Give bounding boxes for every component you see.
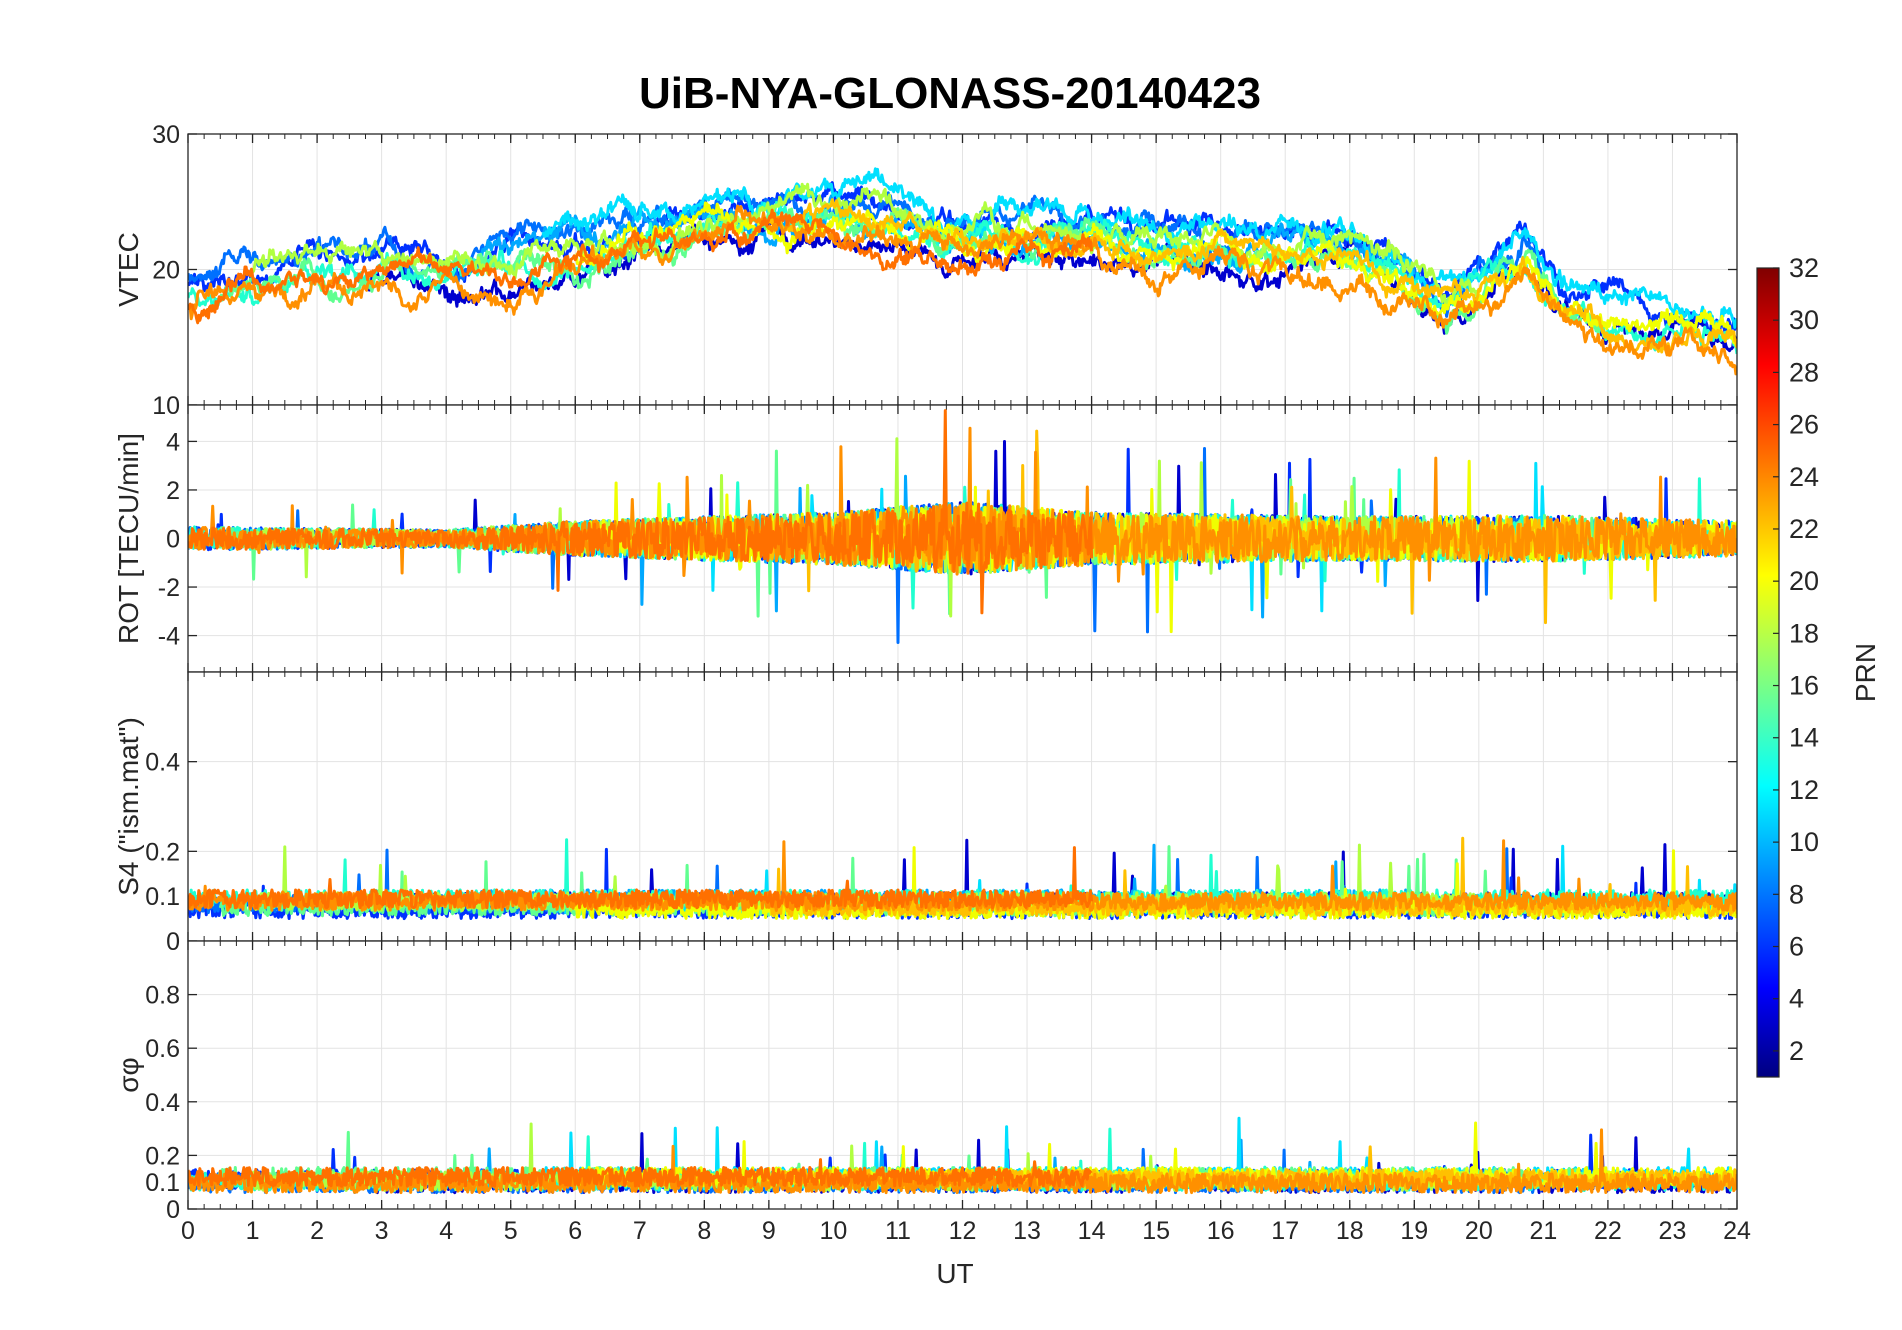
- y-tick-label: 0.8: [145, 982, 180, 1010]
- x-tick-label: 0: [181, 1217, 195, 1245]
- y-tick-label: -4: [158, 623, 180, 651]
- x-tick-label: 15: [1142, 1217, 1170, 1245]
- panel-rot: 4 2 0 -2 -4 ROT [TECU/min]: [113, 404, 1738, 673]
- x-tick-label: 17: [1271, 1217, 1299, 1245]
- y-tick-label: 0.4: [145, 749, 180, 777]
- colorbar-tick-label: 4: [1789, 984, 1804, 1014]
- colorbar-tick-label: 20: [1789, 566, 1819, 596]
- x-tick-label: 14: [1078, 1217, 1106, 1245]
- y-tick-label: 0.2: [145, 1142, 180, 1170]
- y-axis-label-s4: S4 ("ism.mat"): [113, 717, 144, 896]
- x-tick-label: 24: [1723, 1217, 1751, 1245]
- colorbar-tick-label: 8: [1789, 879, 1804, 909]
- x-tick-label: 23: [1659, 1217, 1687, 1245]
- x-tick-label: 9: [762, 1217, 776, 1245]
- y-tick-label: 0: [166, 1196, 180, 1224]
- x-tick-label: 4: [439, 1217, 453, 1245]
- colorbar-tick-label: 12: [1789, 775, 1819, 805]
- y-tick-label: 30: [152, 121, 180, 149]
- x-tick-label: 2: [310, 1217, 324, 1245]
- y-tick-label: 0.4: [145, 1089, 180, 1117]
- y-tick-label: 4: [166, 428, 180, 456]
- y-tick-label: 0.6: [145, 1035, 180, 1063]
- x-tick-label: 13: [1013, 1217, 1041, 1245]
- colorbar-tick-label: 14: [1789, 723, 1819, 753]
- x-tick-label: 5: [504, 1217, 518, 1245]
- series-line-prn-12: [541, 167, 1737, 329]
- y-axis-label-sigma_phi: σφ: [113, 1057, 144, 1092]
- x-tick-label: 7: [633, 1217, 647, 1245]
- y-tick-label: 0.1: [145, 1169, 180, 1197]
- colorbar-tick-label: 30: [1789, 305, 1819, 335]
- y-axis-label-rot: ROT [TECU/min]: [113, 433, 144, 644]
- x-tick-label: 21: [1529, 1217, 1557, 1245]
- y-tick-label: 0.2: [145, 838, 180, 866]
- x-tick-label: 10: [820, 1217, 848, 1245]
- y-tick-label: 2: [166, 477, 180, 505]
- x-tick-label: 1: [246, 1217, 260, 1245]
- colorbar-tick-label: 18: [1789, 618, 1819, 648]
- colorbar-gradient: [1756, 267, 1780, 1078]
- colorbar-tick-label: 10: [1789, 827, 1819, 857]
- x-axis-label: UT: [936, 1258, 973, 1289]
- colorbar-tick-label: 26: [1789, 410, 1819, 440]
- series-line-prn-24: [188, 409, 1094, 615]
- x-tick-label: 22: [1594, 1217, 1622, 1245]
- x-tick-label: 19: [1400, 1217, 1428, 1245]
- y-tick-label: 0: [166, 526, 180, 554]
- x-tick-label: 12: [949, 1217, 977, 1245]
- x-tick-label: 6: [568, 1217, 582, 1245]
- y-tick-label: 10: [152, 392, 180, 420]
- series-group: [188, 167, 1737, 376]
- colorbar-tick-label: 16: [1789, 671, 1819, 701]
- y-axis-label-vtec: VTEC: [113, 232, 144, 307]
- x-tick-label: 8: [697, 1217, 711, 1245]
- y-tick-label: 0: [166, 928, 180, 956]
- panel-sigma_phi: 0.8 0.6 0.4 0.20.10 σφ: [113, 940, 1738, 1224]
- colorbar-tick-label: 28: [1789, 357, 1819, 387]
- y-tick-label: -2: [158, 574, 180, 602]
- series-line-prn-18: [251, 182, 1480, 306]
- chart-title: UiB-NYA-GLONASS-20140423: [639, 69, 1261, 118]
- colorbar-tick-label: 2: [1789, 1036, 1804, 1066]
- x-tick-label: 18: [1336, 1217, 1364, 1245]
- colorbar-tick-label: 6: [1789, 932, 1804, 962]
- series-line-prn-24: [188, 846, 1094, 910]
- panel-vtec: 30 20 10 VTEC: [113, 121, 1738, 420]
- series-group: [188, 409, 1737, 644]
- colorbar-tick-label: 32: [1789, 253, 1819, 283]
- x-tick-label: 20: [1465, 1217, 1493, 1245]
- panel-s4: 0.4 0.2 0.1 0 S4 ("ism.mat"): [113, 671, 1738, 956]
- y-tick-label: 0.1: [145, 883, 180, 911]
- series-group: [188, 836, 1737, 921]
- series-line-prn-24: [188, 1158, 1093, 1188]
- colorbar-tick-label: 22: [1789, 514, 1819, 544]
- colorbar-tick-label: 24: [1789, 462, 1819, 492]
- colorbar-label: PRN: [1850, 643, 1881, 702]
- series-line-prn-20: [573, 846, 1737, 921]
- series-group: [188, 1116, 1737, 1195]
- panel-border: [187, 940, 1738, 1210]
- y-tick-label: 20: [152, 257, 180, 285]
- series-line-prn-24: [188, 208, 1094, 325]
- x-tick-label: 3: [375, 1217, 389, 1245]
- x-tick-label: 11: [885, 1217, 911, 1245]
- x-tick-label: 16: [1207, 1217, 1235, 1245]
